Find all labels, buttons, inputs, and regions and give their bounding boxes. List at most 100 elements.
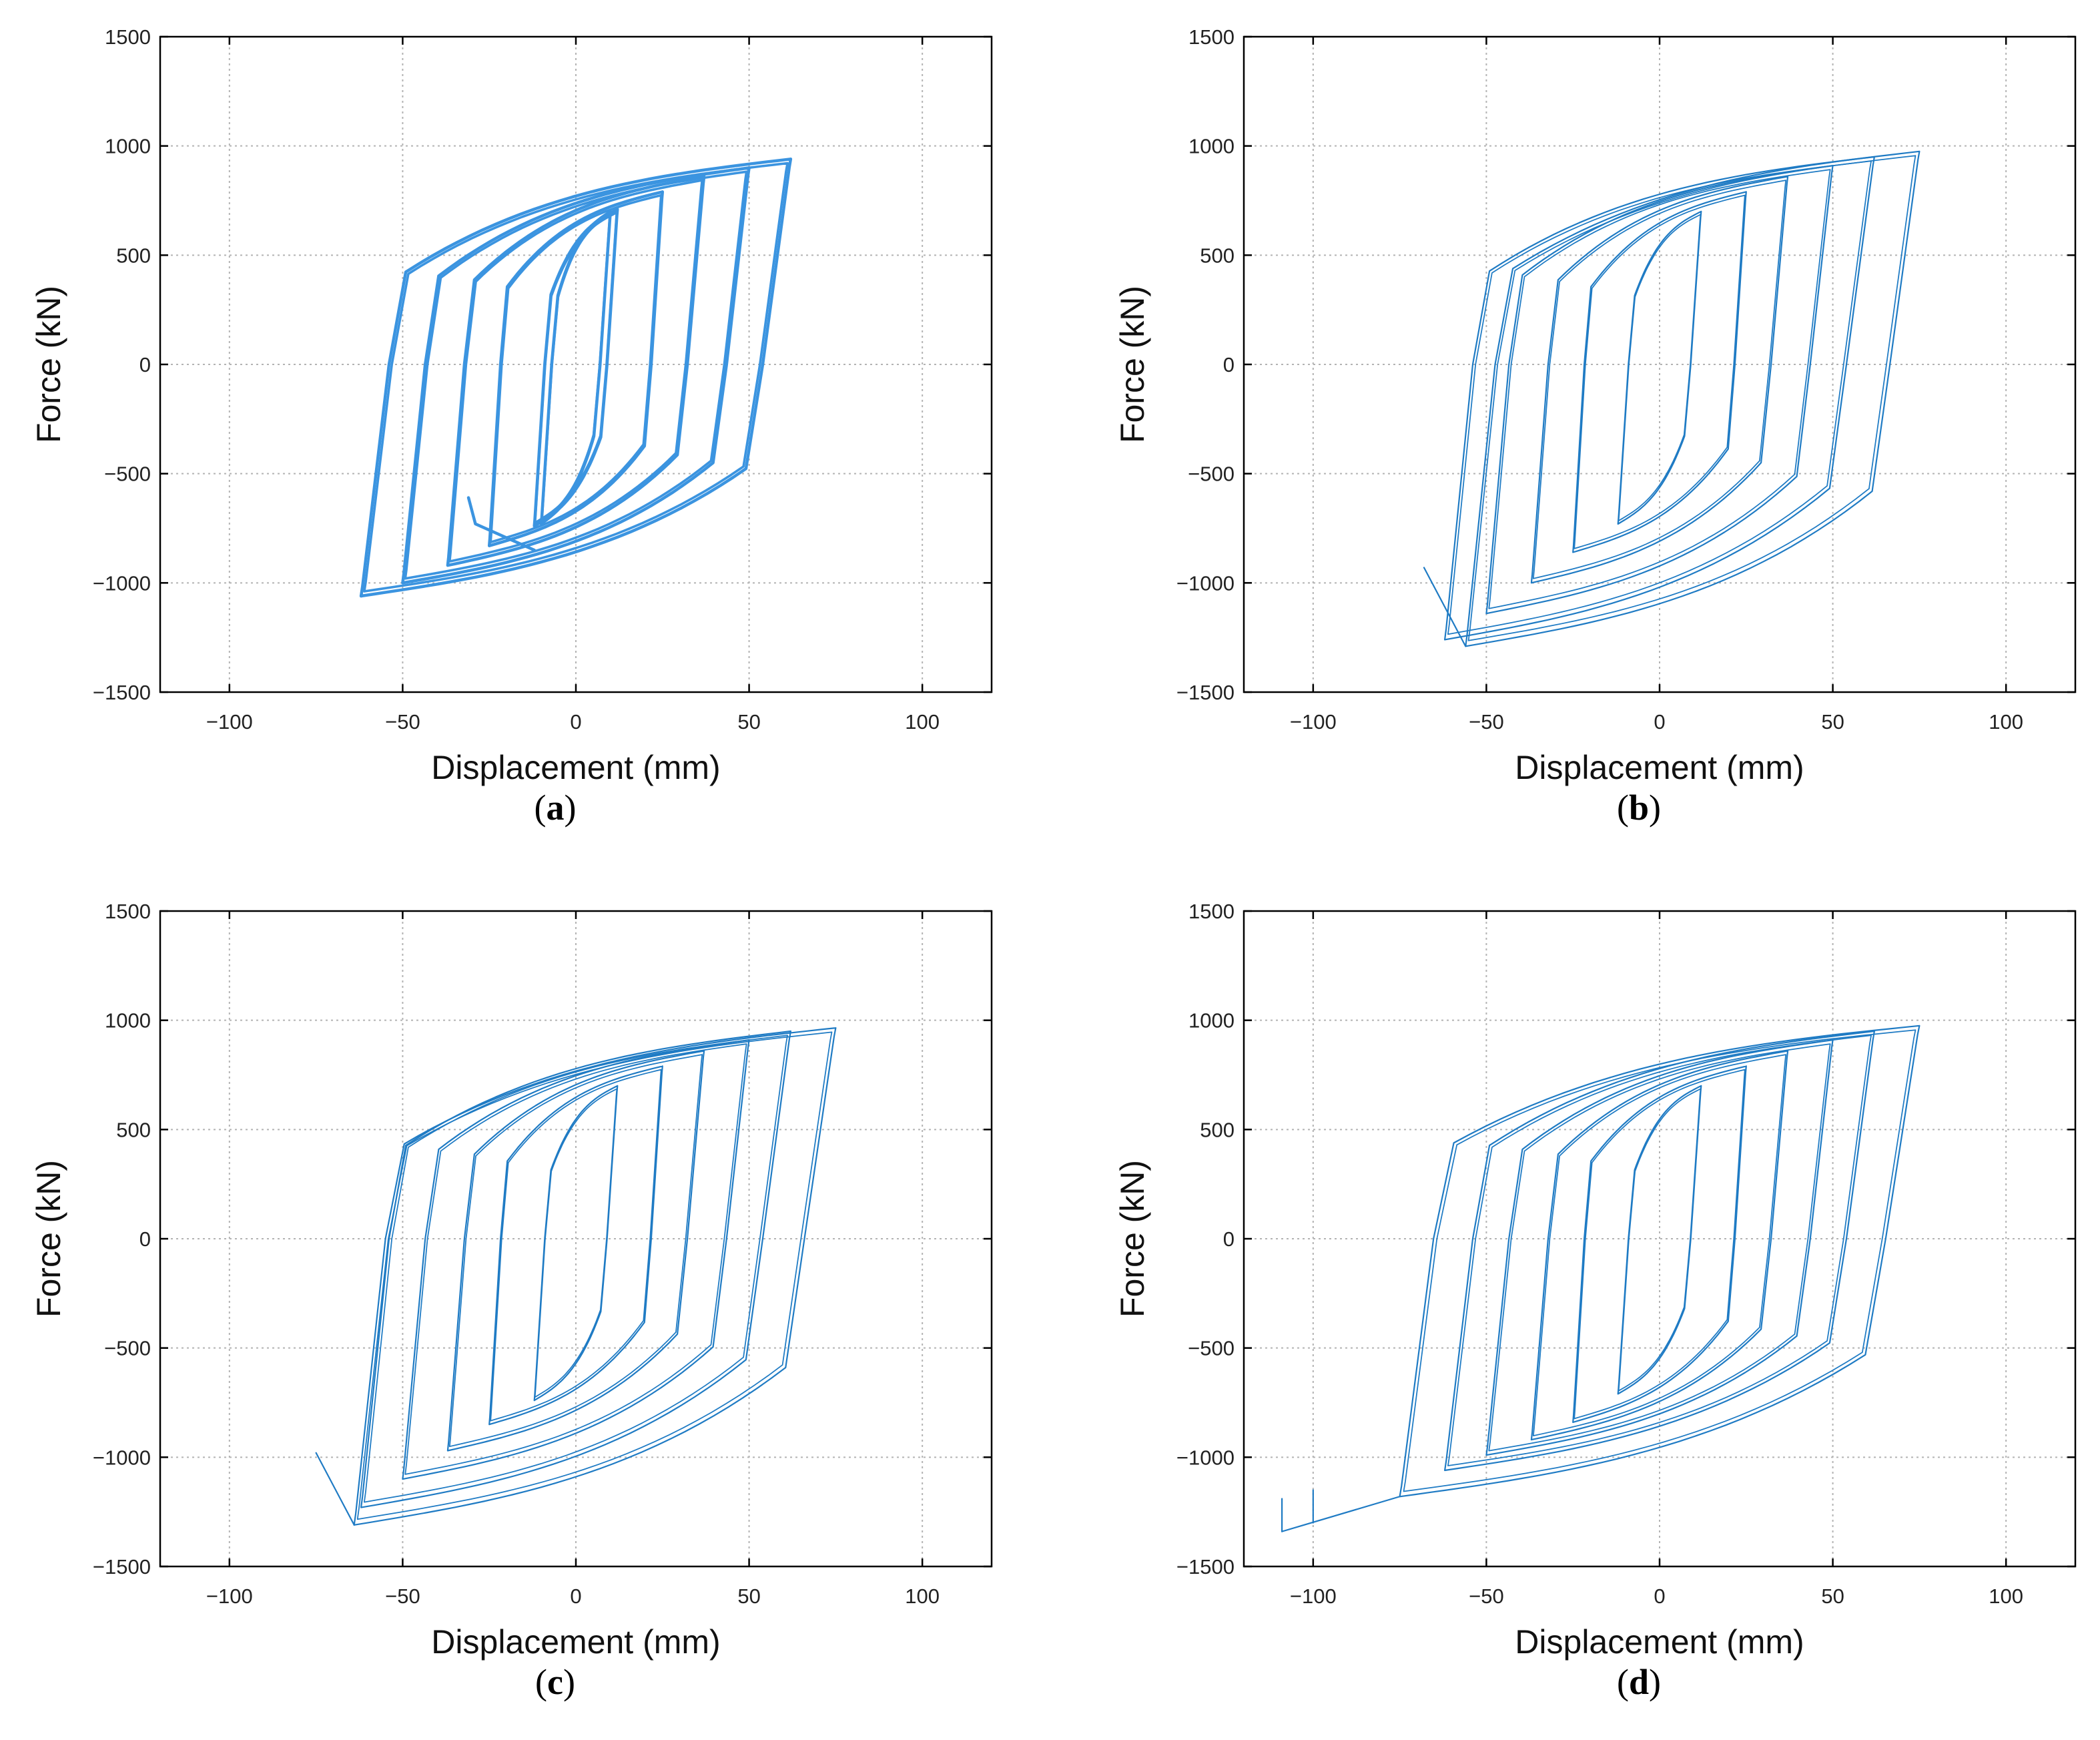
x-axis-label: Displacement (mm) (431, 1623, 720, 1661)
y-tick-label: −500 (104, 1337, 151, 1360)
hysteresis-loop-repeat-1 (534, 1088, 618, 1398)
hysteresis-curves (315, 1027, 837, 1526)
x-tick-label: 0 (570, 1584, 581, 1608)
y-tick-label: −1500 (1176, 1555, 1235, 1578)
y-tick-label: 1000 (105, 1009, 151, 1033)
hysteresis-loop-5 (1444, 156, 1875, 641)
hysteresis-loop-repeat-6 (1467, 155, 1916, 641)
x-tick-label: 0 (1654, 1584, 1665, 1608)
hysteresis-curves (1423, 150, 1920, 647)
hysteresis-loop-repeat-3 (1532, 1054, 1787, 1436)
panel-a: −100 −50 0 50 100150010005000−500−1000−1500D… (30, 25, 993, 828)
hysteresis-loop-repeat-6 (363, 162, 789, 593)
hysteresis-loop-repeat-1 (1618, 214, 1702, 522)
panel-c: −100 −50 0 50 100150010005000−500−1000−1500D… (30, 900, 993, 1702)
panel-caption: (a) (535, 788, 577, 828)
x-axis-label: Displacement (mm) (431, 749, 720, 786)
y-tick-label: 0 (1223, 1227, 1235, 1251)
y-tick-label: 500 (116, 1118, 151, 1141)
y-tick-label: 500 (116, 244, 151, 267)
panel-caption: (b) (1617, 788, 1661, 828)
hysteresis-loop-1 (1617, 1085, 1702, 1395)
x-tick-label: 50 (737, 1584, 760, 1608)
y-axis-label: Force (kN) (30, 286, 67, 443)
hysteresis-loop-4 (1485, 1039, 1834, 1456)
x-tick-label: 0 (1654, 710, 1665, 734)
hysteresis-loop-1 (1617, 210, 1702, 525)
hysteresis-loop-2 (1572, 191, 1747, 553)
hysteresis-curves (359, 158, 793, 598)
hysteresis-loop-3 (487, 190, 665, 547)
hysteresis-loop-repeat-5 (364, 1035, 788, 1503)
x-tick-label: 50 (1821, 710, 1844, 734)
y-tick-label: −1000 (93, 1446, 151, 1469)
x-tick-label: 50 (737, 710, 760, 734)
hysteresis-loop-1 (533, 1085, 619, 1402)
x-tick-label: −100 (206, 1584, 253, 1608)
hysteresis-loop-repeat-2 (1573, 194, 1746, 549)
x-tick-label: −100 (1290, 710, 1337, 734)
hysteresis-loop-repeat-5 (1447, 1035, 1872, 1466)
final-tail (315, 1452, 355, 1526)
hysteresis-loop-3 (446, 1050, 705, 1452)
y-tick-label: 0 (1223, 353, 1235, 376)
panel-b: −100 −50 0 50 100150010005000−500−1000−1500D… (1114, 25, 2077, 828)
y-tick-label: −1000 (1176, 1446, 1235, 1469)
hysteresis-loop-repeat-6 (1403, 1029, 1916, 1492)
y-tick-label: 1500 (1188, 900, 1235, 923)
x-tick-label: −50 (385, 710, 420, 734)
y-tick-label: 1500 (105, 25, 151, 49)
hysteresis-loop-repeat-5 (1447, 160, 1872, 635)
x-axis-label: Displacement (mm) (1515, 1623, 1804, 1661)
hysteresis-loop-3 (1530, 1050, 1789, 1441)
y-axis-label: Force (kN) (1114, 286, 1151, 443)
hysteresis-loop-2 (533, 208, 619, 528)
panel-caption: (c) (535, 1662, 575, 1702)
y-tick-label: 1000 (1188, 1009, 1235, 1033)
hysteresis-loop-repeat-3 (489, 194, 663, 544)
hysteresis-loop-repeat-2 (533, 211, 619, 525)
x-tick-label: −50 (385, 1584, 420, 1608)
hysteresis-loop-4 (1485, 165, 1834, 615)
y-tick-label: 1000 (1188, 135, 1235, 158)
hysteresis-curves (1281, 1025, 1920, 1532)
x-tick-label: 50 (1821, 1584, 1844, 1608)
y-tick-label: 1500 (1188, 25, 1235, 49)
hysteresis-loop-5 (360, 1030, 791, 1508)
y-tick-label: −500 (1188, 1337, 1235, 1360)
hysteresis-loop-4 (402, 1039, 750, 1480)
x-tick-label: −50 (1469, 710, 1504, 734)
x-tick-label: 100 (905, 1584, 940, 1608)
hysteresis-loop-2 (488, 1065, 663, 1426)
x-axis-label: Displacement (mm) (1515, 749, 1804, 786)
y-tick-label: −1500 (93, 681, 151, 704)
x-tick-label: 0 (570, 710, 581, 734)
y-tick-label: −500 (104, 463, 151, 486)
y-tick-label: 500 (1200, 1118, 1235, 1141)
hysteresis-loop-repeat-1 (1618, 1088, 1702, 1392)
y-axis-label: Force (kN) (30, 1160, 67, 1318)
y-tick-label: −500 (1188, 463, 1235, 486)
panel-d: −100 −50 0 50 100150010005000−500−1000−1500D… (1114, 900, 2077, 1702)
y-tick-label: 500 (1200, 244, 1235, 267)
final-tail (1281, 1496, 1401, 1532)
initial-branch (466, 496, 536, 552)
hysteresis-loop-repeat-4 (404, 1043, 747, 1475)
y-tick-label: −1000 (1176, 571, 1235, 595)
x-tick-label: 100 (1989, 710, 2023, 734)
hysteresis-loop-repeat-2 (490, 1069, 662, 1422)
y-tick-label: 0 (139, 1227, 151, 1251)
hysteresis-loop-5 (1444, 1030, 1875, 1472)
y-tick-label: 1500 (105, 900, 151, 923)
y-tick-label: −1500 (93, 1555, 151, 1578)
hysteresis-loop-3 (1530, 176, 1789, 584)
final-tail (1423, 567, 1467, 647)
hysteresis-loop-2 (1572, 1065, 1747, 1424)
hysteresis-loop-repeat-3 (1532, 180, 1787, 579)
x-tick-label: −100 (206, 710, 253, 734)
hysteresis-loop-repeat-2 (1573, 1069, 1746, 1420)
x-tick-label: −100 (1290, 1584, 1337, 1608)
panel-caption: (d) (1617, 1662, 1661, 1702)
y-axis-label: Force (kN) (1114, 1160, 1151, 1318)
